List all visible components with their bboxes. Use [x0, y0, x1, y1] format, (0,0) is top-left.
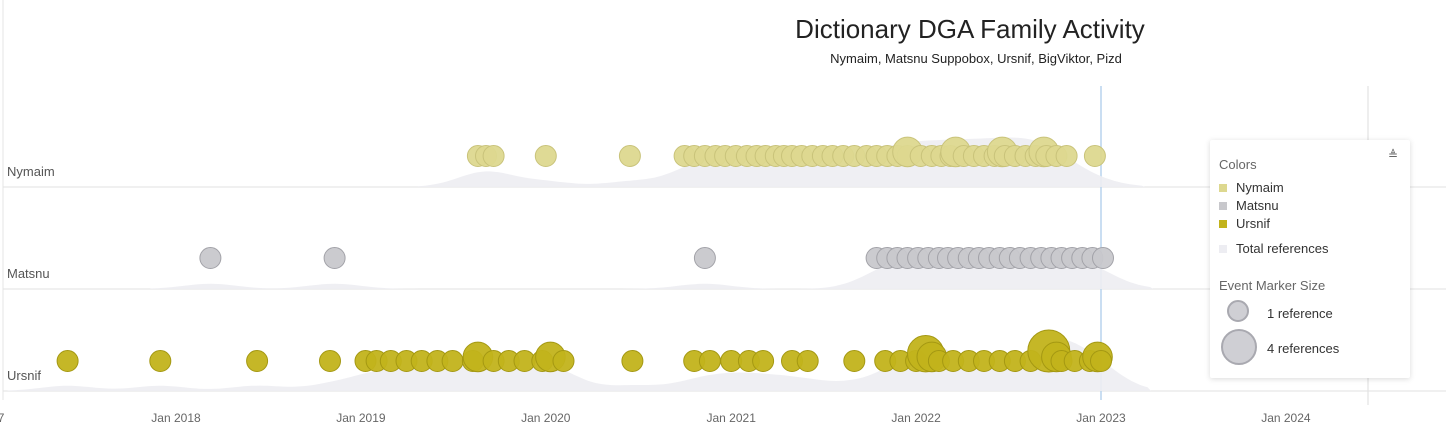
x-tick-label: Jan 2024: [1261, 411, 1311, 425]
event-marker-matsnu[interactable]: [199, 247, 222, 269]
event-marker-matsnu[interactable]: [323, 247, 346, 269]
event-marker-ursnif[interactable]: [246, 350, 269, 372]
event-marker-ursnif[interactable]: [843, 350, 866, 372]
legend-panel: ≜ Colors Nymaim Matsnu Ursnif Total refe…: [1210, 140, 1410, 378]
x-tick-label: Jan 2019: [336, 411, 386, 425]
event-marker-matsnu[interactable]: [693, 247, 716, 269]
chart-title: Dictionary DGA Family Activity: [795, 14, 1145, 44]
x-tick-label: Jan 2021: [707, 411, 757, 425]
marker-size-small-label: 1 reference: [1267, 306, 1333, 321]
legend-label: Nymaim: [1236, 180, 1284, 195]
event-marker-nymaim[interactable]: [618, 145, 641, 167]
row-label-nymaim: Nymaim: [7, 164, 55, 179]
event-marker-ursnif[interactable]: [698, 350, 721, 372]
legend-item-ursnif[interactable]: Ursnif: [1219, 216, 1270, 231]
event-marker-ursnif[interactable]: [552, 350, 575, 372]
legend-item-matsnu[interactable]: Matsnu: [1219, 198, 1279, 213]
event-markers: [56, 136, 1114, 373]
collapse-icon[interactable]: ≜: [1387, 148, 1398, 162]
x-tick-label: Jan 2022: [891, 411, 941, 425]
event-marker-nymaim[interactable]: [1055, 145, 1078, 167]
legend-label: Total references: [1236, 241, 1329, 256]
chart-subtitle: Nymaim, Matsnu Suppobox, Ursnif, BigVikt…: [830, 51, 1122, 66]
event-marker-nymaim[interactable]: [482, 145, 505, 167]
row-labels: Nymaim Matsnu Ursnif: [7, 164, 55, 383]
marker-size-large-label: 4 references: [1267, 341, 1340, 356]
event-marker-nymaim[interactable]: [1083, 145, 1106, 167]
legend-item-nymaim[interactable]: Nymaim: [1219, 180, 1284, 195]
legend-swatch: [1219, 219, 1227, 228]
x-tick-label: Jan 2018: [151, 411, 201, 425]
legend-label: Ursnif: [1236, 216, 1270, 231]
x-tick-label: Jan 2023: [1076, 411, 1126, 425]
marker-size-small-icon: [1227, 300, 1249, 322]
total-references-area: [7, 338, 1152, 391]
legend-swatch: [1219, 244, 1227, 253]
legend-label: Matsnu: [1236, 198, 1279, 213]
event-marker-ursnif[interactable]: [752, 350, 775, 372]
legend-swatch: [1219, 183, 1227, 192]
event-marker-nymaim[interactable]: [534, 145, 557, 167]
event-marker-ursnif[interactable]: [621, 350, 644, 372]
event-marker-matsnu[interactable]: [1092, 247, 1114, 269]
legend-swatch: [1219, 201, 1227, 210]
event-marker-ursnif[interactable]: [149, 350, 172, 372]
x-axis: 2017 Jan 2018 Jan 2019 Jan 2020 Jan 2021 Jan …: [0, 411, 1311, 425]
event-marker-ursnif[interactable]: [796, 350, 819, 372]
event-marker-ursnif[interactable]: [56, 350, 79, 372]
legend-size-title: Event Marker Size: [1219, 278, 1326, 293]
row-label-ursnif: Ursnif: [7, 368, 41, 383]
legend-item-total[interactable]: Total references: [1219, 241, 1329, 256]
x-tick-label: Jan 2020: [521, 411, 571, 425]
event-marker-ursnif[interactable]: [441, 350, 464, 372]
event-marker-ursnif[interactable]: [1090, 350, 1112, 372]
x-tick-label: 2017: [0, 411, 5, 425]
event-marker-ursnif[interactable]: [319, 350, 341, 372]
marker-size-large-icon: [1221, 329, 1257, 365]
row-label-matsnu: Matsnu: [7, 266, 50, 281]
legend-colors-title: Colors: [1219, 157, 1257, 172]
